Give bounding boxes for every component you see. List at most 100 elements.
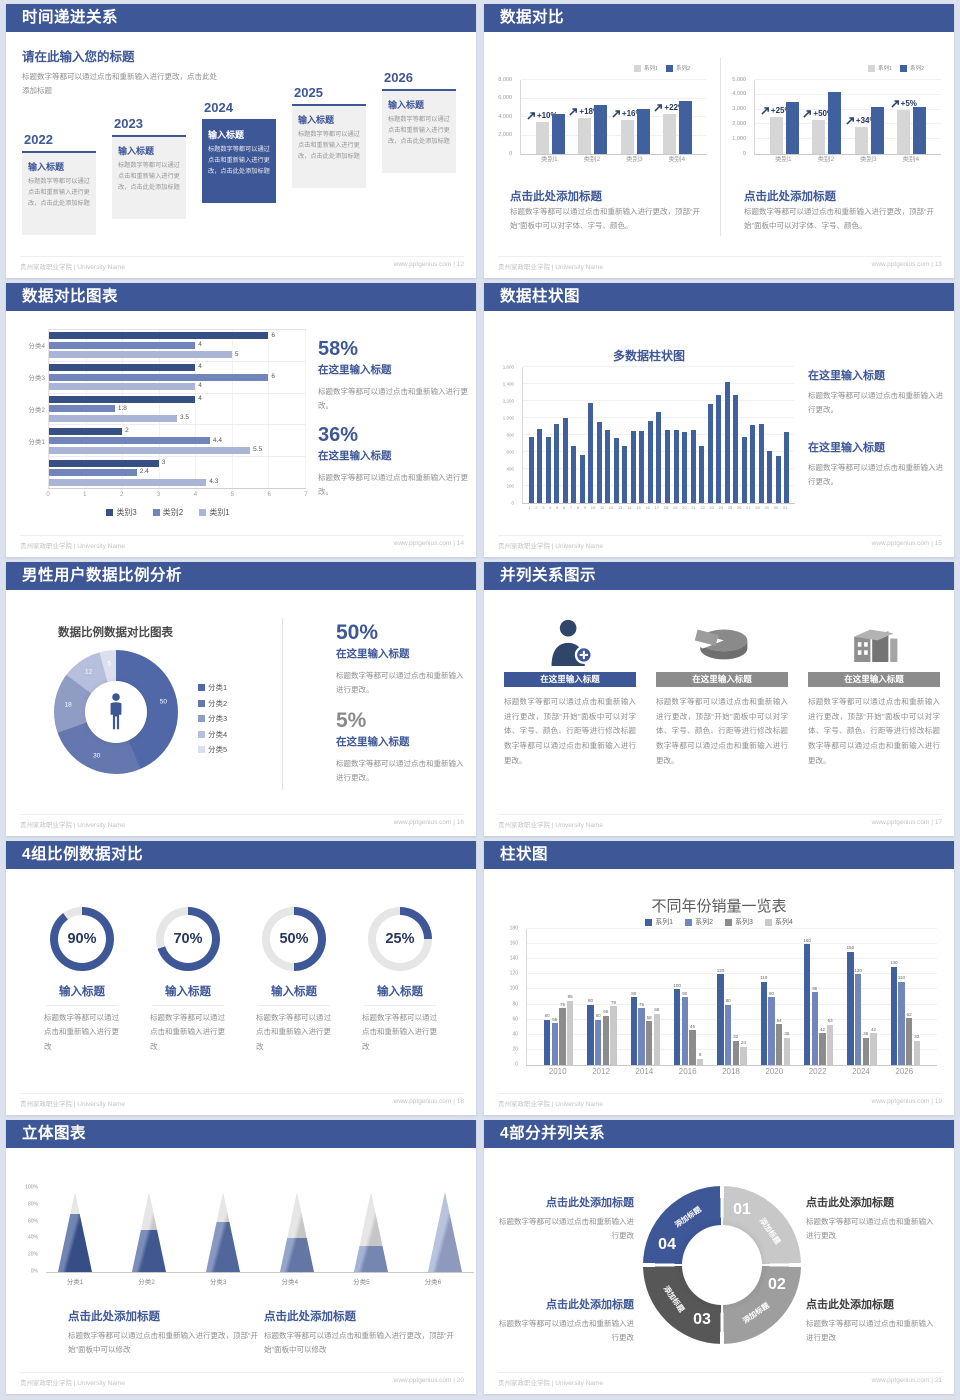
column-body: 标题数字等都可以通过点击和重新输入进行更改，顶部“开始”面板中可以对字体、字号、… [808, 697, 940, 765]
block-body: 标题数字等都可以通过点击和重新输入进行更改 [499, 1319, 634, 1342]
legend-item: 系列1 [645, 917, 673, 927]
bar [49, 459, 159, 467]
slide-male-user-ratio[interactable]: 男性用户数据比例分析 数据比例数据对比图表 50 30 18 12 5 分类1 分类2 分类… [6, 562, 476, 836]
timeline-card-title: 输入标题 [118, 146, 155, 156]
slide-data-compare[interactable]: 数据对比 系列1 系列2 0 2,000 4,000 6,000 8,000 +10% +18… [484, 4, 954, 278]
x-axis-label: 2 [535, 505, 538, 510]
slide-data-column-chart[interactable]: 数据柱状图 多数据柱状图 0 200 400 600 800 1,000 1,200 1,40… [484, 283, 954, 557]
column-body: 标题数字等都可以通过点击和重新输入进行更改，顶部“开始”面板中可以对字体、字号、… [656, 697, 788, 765]
gridline [755, 108, 941, 110]
text-block: 点击此处添加标题 标题数字等都可以通过点击和重新输入进行更改 [498, 1194, 634, 1243]
y-axis-tick: 800 [506, 431, 514, 437]
footer-site: www.pptgenius.com 19 [872, 1098, 942, 1108]
bar-groups: +25% +50% +34% +5% [755, 80, 941, 154]
legend-item: 分类3 [198, 713, 227, 724]
bar-slot: 42 [870, 929, 877, 1065]
stat-percent: 36% [318, 424, 359, 446]
segment-value-label: 12 [85, 668, 93, 676]
plot-area: +25% +50% +34% +5% [754, 79, 941, 155]
slide-parallel-relationship[interactable]: 并列关系图示 在这里输入标题 标题数字等都可以通过点击和重新输入进行更改，顶部“… [484, 562, 954, 836]
x-axis-label: 2020 [765, 1067, 784, 1076]
cone-body [132, 1192, 166, 1272]
value-label: 1.8 [117, 404, 127, 412]
bar [49, 351, 232, 359]
page-number: 12 [453, 261, 464, 268]
block-title: 点击此处添加标题 [546, 1197, 634, 1209]
bar-group [528, 367, 534, 503]
footer-site: www.pptgenius.com 18 [394, 1098, 464, 1108]
segment-number: 02 [768, 1275, 786, 1293]
slide-header: 柱状图 [484, 841, 954, 869]
cone [354, 1192, 388, 1272]
stat-title: 在这里输入标题 [318, 450, 392, 462]
legend-swatch [868, 64, 875, 72]
text-block: 在这里输入标题 标题数字等都可以通过点击和重新输入进行更改。 [808, 439, 944, 489]
x-axis-label: 12 [608, 505, 614, 510]
x-axis-label: 30 [773, 505, 779, 510]
intro-subtitle: 标题数字等都可以通过点击和重新输入进行更改，点击此处添加标题 [22, 72, 217, 95]
slide-time-progression[interactable]: 时间递进关系 请在此输入您的标题 标题数字等都可以通过点击和重新输入进行更改，点… [6, 4, 476, 278]
bar [898, 981, 905, 1065]
bar-group [605, 367, 611, 503]
y-axis-tick: 40% [27, 1234, 38, 1241]
slide-four-part-relationship[interactable]: 4部分并列关系 点击此处添加标题 标题数字等都可以通过点击和重新输入进行更改 点… [484, 1120, 954, 1394]
bar [768, 997, 775, 1065]
timeline-card-title: 输入标题 [28, 162, 65, 172]
value-label: 54 [776, 1017, 782, 1023]
slide-3d-chart[interactable]: 立体图表 0% 20% 40% 60% 80% 100% 分类1 分类2 分类3 分类4 分类5 分… [6, 1120, 476, 1394]
y-axis-tick: 60% [27, 1218, 38, 1225]
value-label: 4.3 [209, 477, 219, 485]
value-label: 53 [827, 1018, 833, 1024]
block-body: 标题数字等都可以通过点击和重新输入进行更改。 [808, 463, 943, 486]
cone-body [354, 1192, 388, 1272]
bar [562, 418, 568, 503]
bar [653, 1013, 661, 1065]
bar [717, 974, 724, 1065]
x-axis-label: 1 [528, 505, 531, 510]
slide-data-compare-chart[interactable]: 数据对比图表 分类4 6 4 5 分类3 4 6 4 分类2 4 1.8 3.5 分类1 2 4.4 5.5 3… [6, 283, 476, 557]
category-label: 分类3 [28, 375, 45, 383]
bar-group [613, 367, 619, 503]
gridline [521, 134, 707, 136]
bar-group [750, 367, 756, 503]
bar-slot [594, 80, 608, 154]
bar-row: 4 [49, 383, 305, 391]
timeline-card: 输入标题 标题数字等都可以通过点击和重新输入进行更改，点击此处添加标题 [22, 153, 96, 235]
legend-item: 类别1 [199, 507, 230, 518]
bar-group: 分类1 2 4.4 5.5 [28, 425, 305, 458]
slide-header: 数据对比图表 [6, 283, 476, 311]
y-axis-tick: 20 [512, 1046, 518, 1053]
bar-slot [690, 367, 696, 503]
bar-slot: 32 [732, 929, 740, 1065]
up-right-arrow-icon [761, 107, 769, 115]
x-axis-label: 6 [563, 505, 566, 510]
bar-row: 3 [49, 458, 305, 467]
slide-footer: 贵州家政职业学院 | University Name www.pptgenius… [20, 535, 464, 550]
segment-label: 添加标题 [673, 1204, 704, 1230]
page-number: 15 [931, 540, 942, 547]
slide-ratio-compare[interactable]: 4组比例数据对比 90% 输入标题 标题数字等都可以通过点击和重新输入进行更改 … [6, 841, 476, 1115]
cone-fill [354, 1246, 388, 1272]
bar [543, 1019, 551, 1065]
bar-slot [551, 80, 565, 154]
legend-label: 类别2 [162, 508, 184, 517]
slide-column-chart[interactable]: 柱状图 不同年份销量一览表 系列1 系列2 系列3 系列4 0 20 40 60 80 100 1… [484, 841, 954, 1115]
bar-slot: +5% [890, 80, 917, 154]
bar [784, 432, 790, 503]
x-axis-label: 类别2 [817, 155, 835, 163]
slide-header-title: 柱状图 [500, 846, 549, 863]
bar [636, 108, 650, 154]
bar-slot [562, 367, 568, 503]
donut-gauge: 25% [368, 907, 432, 971]
footer-org: 贵州家政职业学院 | University Name [20, 1101, 125, 1108]
x-axis-tick: 4 [193, 492, 198, 498]
chart-title: 多数据柱状图 [612, 349, 685, 363]
value-label: 3 [161, 458, 166, 466]
ring-hole [682, 1225, 762, 1305]
y-axis-tick: 4,000 [498, 113, 512, 120]
value-label: 24 [740, 1040, 746, 1046]
bar-slot [673, 367, 679, 503]
x-axis-label: 类别3 [859, 155, 877, 163]
gridline [527, 988, 937, 990]
legend-swatch [764, 918, 772, 926]
